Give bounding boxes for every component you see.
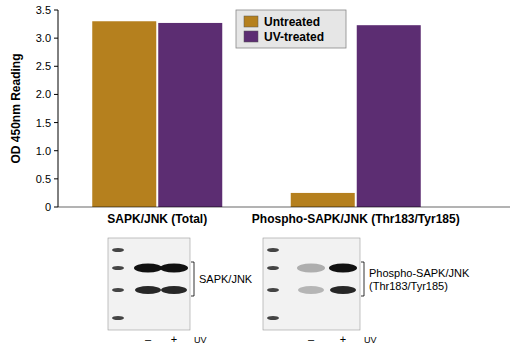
lane-label: – <box>308 333 315 345</box>
category-label: SAPK/JNK (Total) <box>107 212 207 226</box>
bar <box>291 193 355 207</box>
lane-label: + <box>171 333 177 345</box>
ladder-band <box>267 288 279 292</box>
y-tick-label: 3.0 <box>36 32 51 44</box>
x-axis <box>58 207 510 208</box>
legend-label: Untreated <box>264 15 320 29</box>
bar <box>357 25 421 207</box>
blot-label: (Thr183/Tyr185) <box>369 280 448 292</box>
legend-box <box>236 10 346 48</box>
ladder-band <box>112 248 124 252</box>
blot-membrane <box>108 238 190 330</box>
y-tick-label: 1.5 <box>36 117 51 129</box>
y-tick <box>54 66 58 67</box>
chart: 0 0.5 1.0 1.5 2.0 2.5 3.0 3.5 OD 450nm Reading SA… <box>0 0 520 350</box>
ladder-band <box>112 288 124 292</box>
blot-label: SAPK/JNK <box>199 273 253 285</box>
y-tick-label: 0.5 <box>36 173 51 185</box>
y-tick <box>54 38 58 39</box>
ladder-band <box>267 248 279 252</box>
bracket <box>191 262 194 296</box>
blot-band <box>330 286 356 294</box>
blot <box>263 238 360 330</box>
lane-label: – <box>145 333 152 345</box>
blot-band <box>297 264 325 273</box>
y-tick <box>54 178 58 179</box>
category-label: Phospho-SAPK/JNK (Thr183/Tyr185) <box>252 212 460 226</box>
blot-band <box>298 286 324 294</box>
blot-label: Phospho-SAPK/JNK <box>369 267 470 279</box>
y-axis <box>58 10 59 207</box>
treatment-label: UV <box>194 335 207 345</box>
y-tick-label: 2.0 <box>36 88 51 100</box>
blot-band <box>135 286 161 294</box>
treatment-label: UV <box>364 335 377 345</box>
bars <box>92 21 421 207</box>
bar <box>158 23 222 207</box>
blot-membrane <box>263 238 360 330</box>
y-tick <box>54 207 58 208</box>
y-tick-label: 2.5 <box>36 60 51 72</box>
y-tick-label: 3.5 <box>36 4 51 16</box>
ladder-band <box>267 316 279 320</box>
y-tick <box>54 10 58 11</box>
legend-swatch <box>244 16 258 27</box>
ladder-band <box>267 266 279 270</box>
blot-band <box>329 264 357 273</box>
bar <box>92 21 156 207</box>
blot-band <box>160 264 188 273</box>
y-tick-label: 1.0 <box>36 145 51 157</box>
bracket <box>361 262 364 296</box>
y-tick <box>54 122 58 123</box>
y-tick <box>54 94 58 95</box>
ladder-band <box>112 266 124 270</box>
y-axis-label: OD 450nm Reading <box>9 53 23 163</box>
figure: 0 0.5 1.0 1.5 2.0 2.5 3.0 3.5 OD 450nm Reading SA… <box>0 0 520 350</box>
blot-band <box>161 286 187 294</box>
legend: UntreatedUV-treated <box>236 10 346 48</box>
ladder-band <box>112 316 124 320</box>
lane-label: + <box>340 333 346 345</box>
blot-band <box>134 264 162 273</box>
y-tick <box>54 150 58 151</box>
legend-label: UV-treated <box>264 30 324 44</box>
y-tick-label: 0 <box>45 201 51 213</box>
blot <box>108 238 190 330</box>
legend-swatch <box>244 31 258 42</box>
